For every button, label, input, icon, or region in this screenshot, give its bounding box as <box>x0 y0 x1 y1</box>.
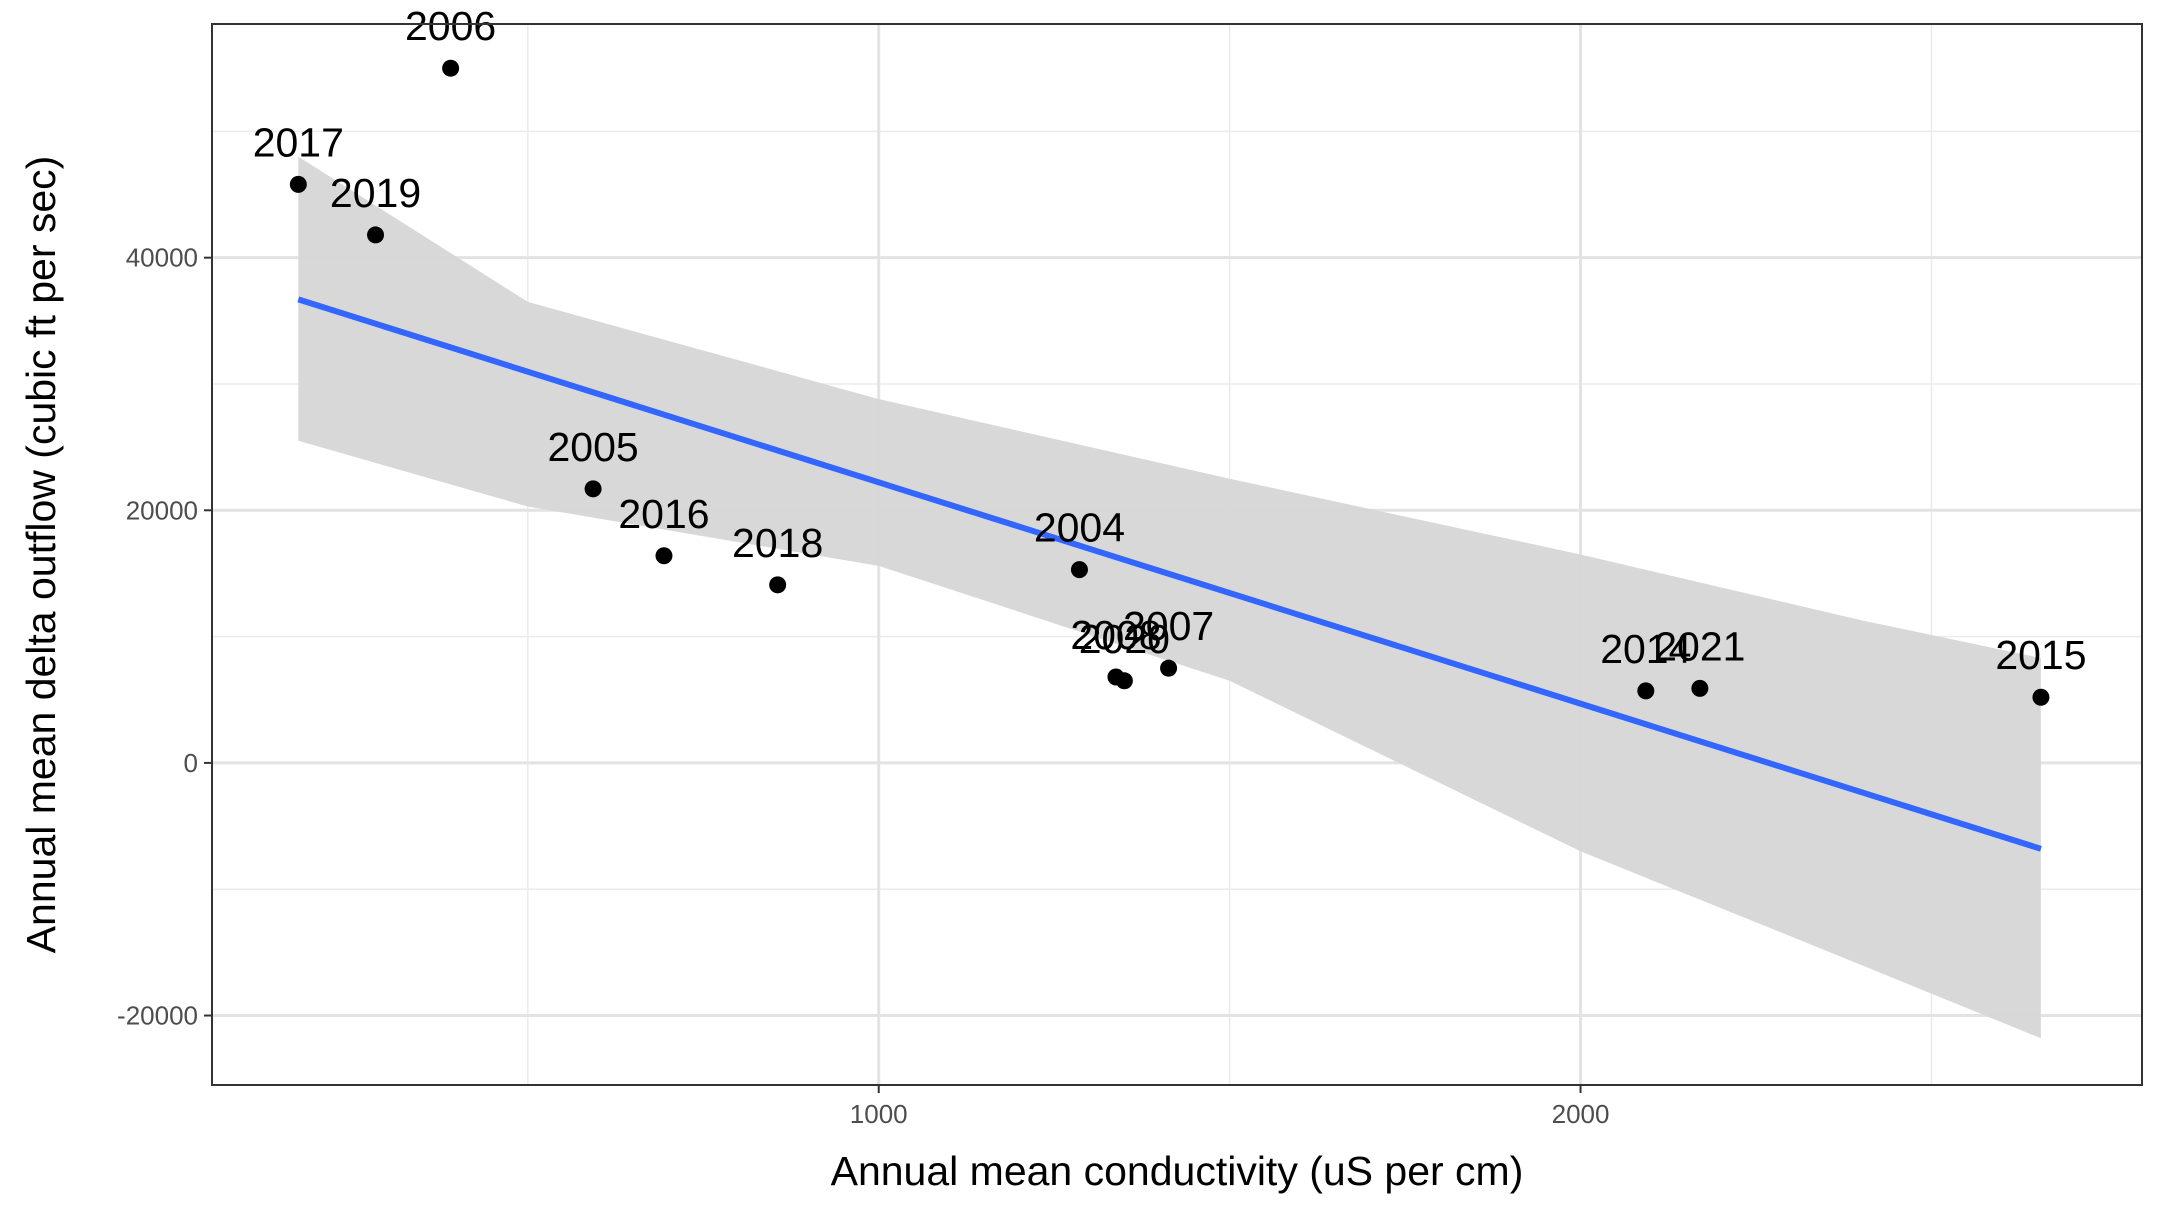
data-point-label: 2018 <box>732 520 823 566</box>
point-labels: 2006 2017 2019 2005 2016 2018 2004 200820202007… <box>253 3 2087 678</box>
y-axis-title: Annual mean delta outflow (cubic ft per … <box>18 156 64 954</box>
data-point-label: 2015 <box>1995 632 2086 678</box>
y-tick-label: 40000 <box>126 243 198 273</box>
x-tick-label: 1000 <box>850 1099 908 1129</box>
y-tick-label: 0 <box>184 748 198 778</box>
data-point <box>584 480 602 498</box>
data-point <box>769 576 787 594</box>
confidence-band-area <box>298 156 2041 1039</box>
data-point <box>1160 659 1178 677</box>
x-axis-title: Annual mean conductivity (uS per cm) <box>831 1148 1524 1194</box>
data-point <box>655 547 673 565</box>
data-point-label: 2016 <box>618 491 709 537</box>
data-point-label: 2014 <box>1600 626 1691 672</box>
data-point <box>367 226 385 244</box>
data-point-label: 2007 <box>1123 603 1214 649</box>
data-point <box>289 175 307 193</box>
y-tick-label: 20000 <box>126 495 198 525</box>
regression-line-segment <box>297 296 2042 852</box>
data-point-label: 2005 <box>547 424 638 470</box>
data-points <box>289 59 2050 706</box>
data-point <box>1115 672 1133 690</box>
y-axis-ticks: -20000 0 20000 40000 <box>117 243 212 1031</box>
data-point-label: 2019 <box>330 170 421 216</box>
data-point-label: 2017 <box>253 119 344 165</box>
x-axis-ticks: 1000 2000 <box>850 1085 1610 1129</box>
y-tick-label: -20000 <box>117 1001 198 1031</box>
data-point-label: 2008 <box>1070 612 1161 658</box>
data-point-label: 2020 <box>1079 616 1170 662</box>
data-point <box>2032 688 2050 706</box>
regression-line <box>297 296 2042 852</box>
data-point-label: 2006 <box>405 3 496 49</box>
plot-panel-border <box>211 23 2143 1086</box>
data-point-label: 2004 <box>1034 505 1125 551</box>
confidence-band <box>298 156 2041 1039</box>
x-tick-label: 2000 <box>1552 1099 1610 1129</box>
data-point <box>442 59 460 77</box>
data-point <box>1637 682 1655 700</box>
data-point-label: 2021 <box>1654 623 1745 669</box>
data-point <box>1691 679 1709 697</box>
data-point <box>1070 561 1088 579</box>
